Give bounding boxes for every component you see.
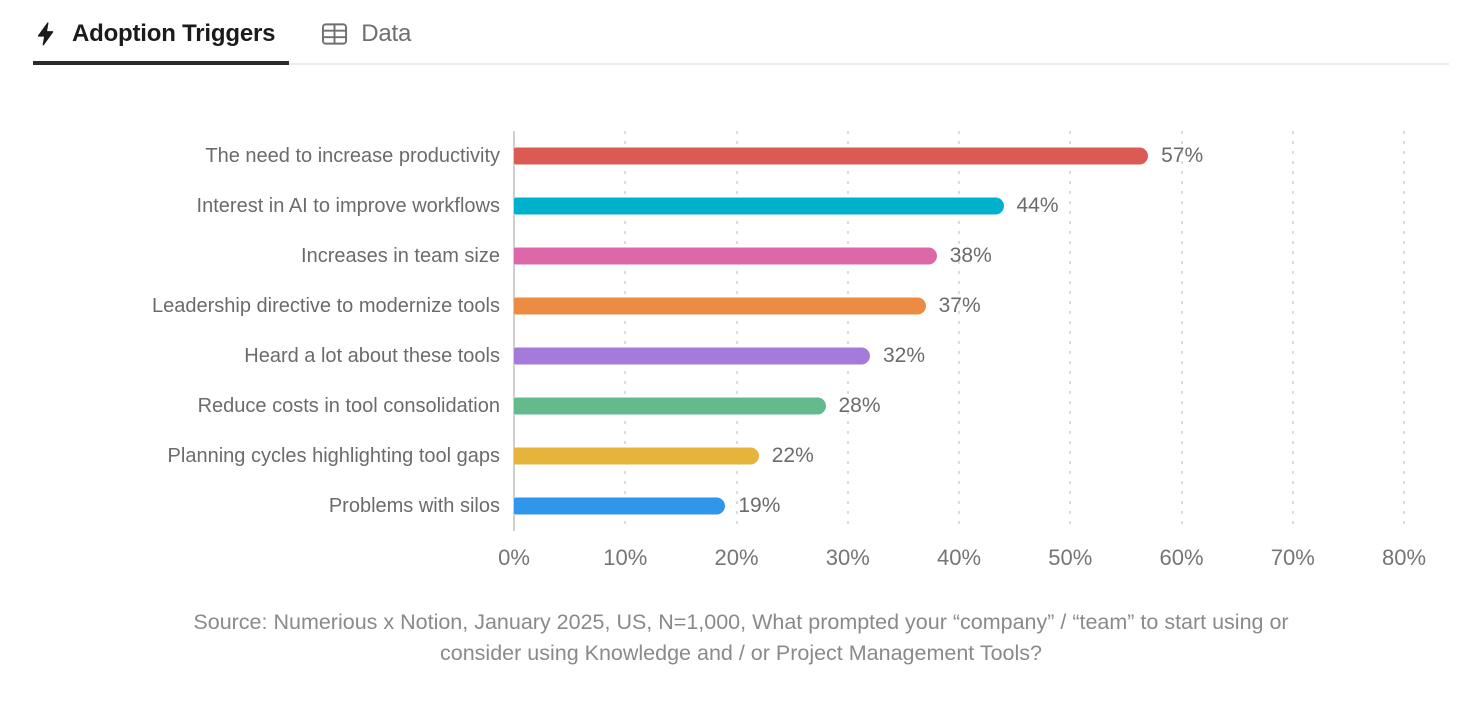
tab-bar: Adoption Triggers Data [33,0,1449,65]
value-label: 19% [738,494,781,517]
table-icon [321,22,348,46]
value-label: 44% [1016,194,1059,217]
chart-row: The need to increase productivity 57% [0,131,1482,181]
chart-row: Reduce costs in tool consolidation 28% [0,381,1482,431]
chart-panel: The need to increase productivity 57% Inte… [0,131,1482,669]
category-label: The need to increase productivity [205,144,500,167]
active-tab-underline [33,61,290,65]
bar [514,347,870,365]
value-label: 57% [1161,144,1204,167]
chart-row: Problems with silos 19% [0,481,1482,531]
category-label: Problems with silos [328,494,500,517]
chart-row: Interest in AI to improve workflows 44% [0,181,1482,231]
bar [514,147,1149,165]
value-label: 28% [838,394,881,417]
chart-row: Leadership directive to modernize tools 3… [0,281,1482,331]
category-label: Increases in team size [301,244,500,267]
value-label: 22% [771,444,814,467]
value-label: 37% [938,294,981,317]
chart-row: Heard a lot about these tools 32% [0,331,1482,381]
chart-row: Increases in team size 38% [0,231,1482,281]
bar [514,397,826,415]
bar [514,497,726,515]
x-tick-label: 0% [498,545,530,570]
category-label: Heard a lot about these tools [244,344,500,367]
category-label: Reduce costs in tool consolidation [197,394,500,417]
x-axis: 0% 10% 20% 30% 40% 50% 60% 70% 80% [498,531,1426,577]
x-tick-label: 80% [1381,545,1427,570]
bar [514,447,759,465]
value-label: 38% [949,244,992,267]
tab-label: Data [361,20,412,47]
x-tick-label: 40% [936,545,982,570]
category-label: Interest in AI to improve workflows [196,194,500,217]
bar [514,197,1004,215]
category-label: Planning cycles highlighting tool gaps [167,444,500,467]
category-label: Leadership directive to modernize tools [152,294,500,317]
tab-adoption-triggers[interactable]: Adoption Triggers [33,20,290,65]
x-tick-label: 70% [1270,545,1315,570]
x-tick-label: 60% [1159,545,1204,570]
x-tick-label: 30% [825,545,870,570]
x-tick-label: 10% [603,545,648,570]
source-caption: Source: Numerious x Notion, January 2025… [0,607,1482,669]
x-tick-label: 50% [1048,545,1093,570]
bar-chart: The need to increase productivity 57% Inte… [0,131,1482,577]
source-line-2: consider using Knowledge and / or Projec… [440,641,1042,665]
bar [514,297,926,315]
lightning-icon [33,21,59,47]
bar [514,247,937,265]
tab-label: Adoption Triggers [72,20,276,47]
chart-row: Planning cycles highlighting tool gaps 22… [0,431,1482,481]
value-label: 32% [883,344,926,367]
x-tick-label: 20% [714,545,759,570]
tab-data[interactable]: Data [321,20,411,63]
source-line-1: Source: Numerious x Notion, January 2025… [193,610,1289,634]
